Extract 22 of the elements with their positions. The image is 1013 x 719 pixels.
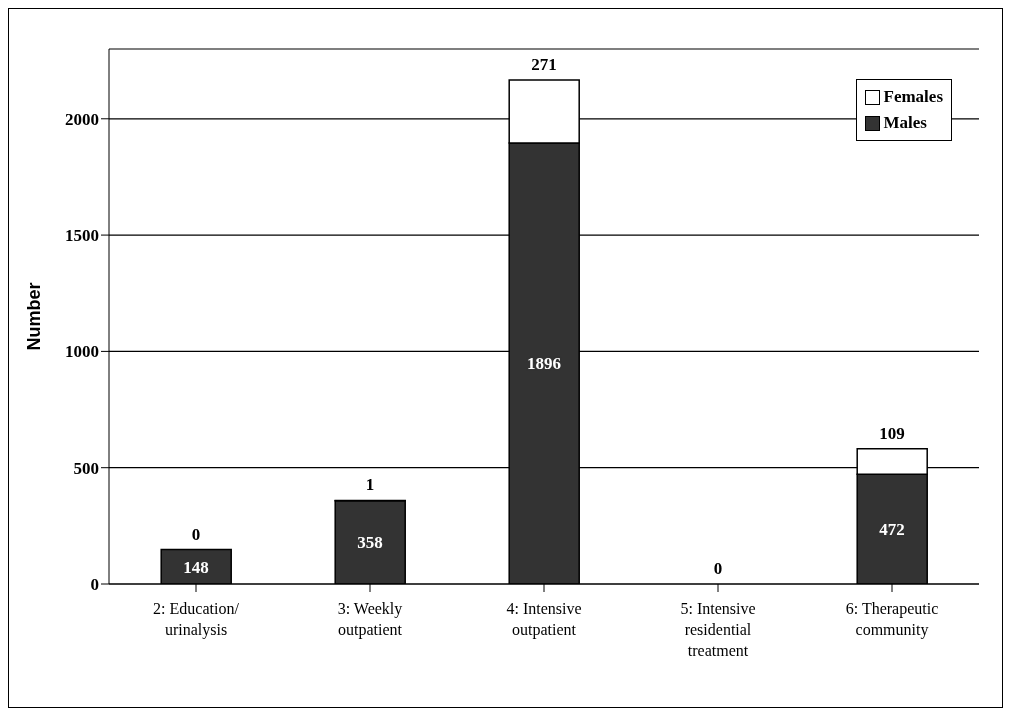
- data-label: 271: [531, 54, 557, 74]
- x-tick-label: 4: Intensive outpatient: [506, 600, 582, 639]
- y-tick-label: 1000: [65, 342, 99, 362]
- x-tick-label: 3: Weekly outpatient: [337, 600, 403, 639]
- data-label: 0: [191, 524, 201, 544]
- y-axis-title: Number: [24, 282, 45, 351]
- y-tick-label: 500: [73, 458, 99, 478]
- x-tick-label: 6: Therapeutic community: [845, 600, 939, 639]
- legend-label: Females: [883, 86, 943, 108]
- x-tick-label: 2: Education/ urinalysis: [153, 600, 240, 639]
- data-label: 472: [879, 520, 905, 540]
- data-label: 148: [183, 557, 209, 577]
- legend-label: Males: [883, 112, 927, 134]
- data-label: 358: [357, 533, 383, 553]
- y-tick-label: 0: [90, 575, 99, 595]
- data-label: 0: [713, 559, 723, 578]
- y-tick-label: 1500: [65, 226, 99, 246]
- data-label: 109: [879, 423, 905, 443]
- data-label: 1896: [527, 354, 561, 374]
- x-tick-label: 5: Intensive residential treatment: [680, 600, 756, 659]
- y-tick-label: 2000: [65, 109, 99, 129]
- data-label: 1: [365, 475, 375, 495]
